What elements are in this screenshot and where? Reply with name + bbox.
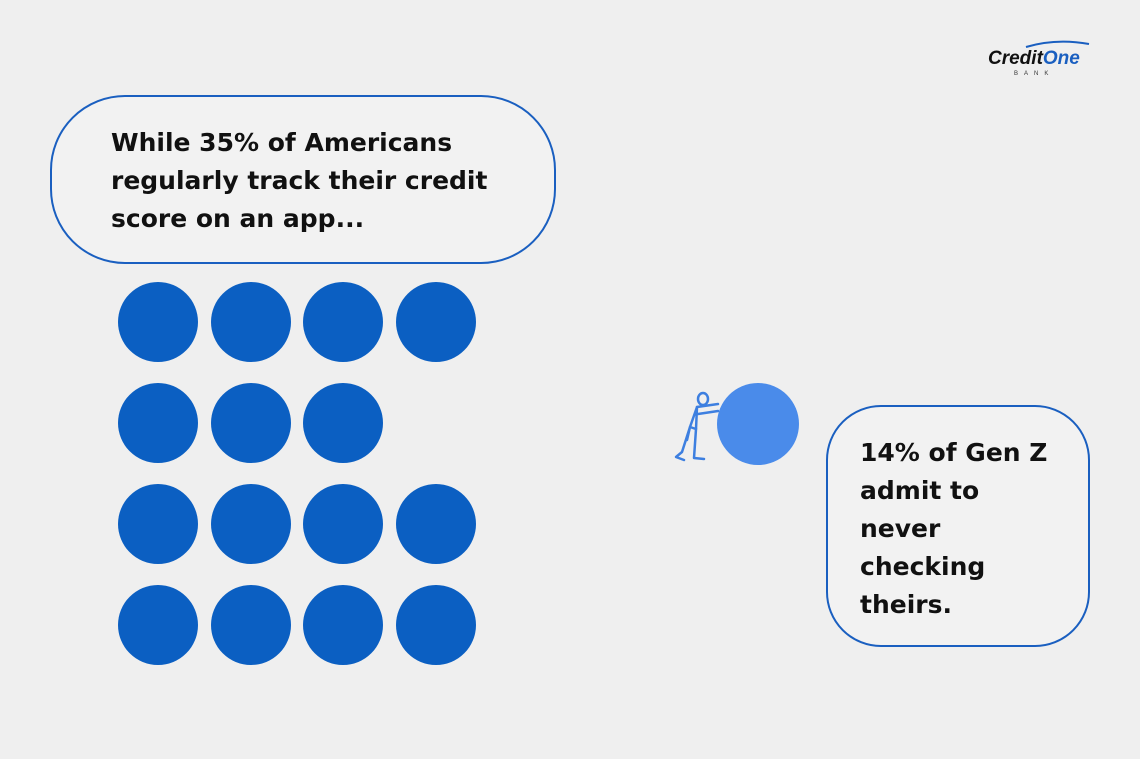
- stat-bubble-americans: While 35% of Americans regularly track t…: [50, 95, 556, 264]
- stat-text-line: checking: [860, 552, 986, 581]
- creditone-bank-logo: CreditOne BANK: [988, 40, 1090, 77]
- person-dot: [118, 383, 198, 463]
- person-pushing-ball-icon: [674, 383, 799, 465]
- svg-text:CreditOne: CreditOne: [988, 48, 1080, 69]
- person-dot: [303, 383, 384, 463]
- person-dot: [303, 282, 384, 362]
- person-dot: [303, 585, 384, 665]
- person-dot: [210, 282, 291, 362]
- stat-bubble-gen-z: 14% of Gen Z admit to never checking the…: [826, 405, 1090, 647]
- person-dot: [118, 282, 198, 362]
- stat-text-line: 14% of Gen Z: [860, 438, 1048, 467]
- person-dot: [396, 282, 477, 362]
- person-dot: [396, 585, 477, 665]
- stat-text-line: score on an app...: [111, 204, 365, 233]
- person-dot: [303, 484, 384, 564]
- person-dot: [210, 585, 291, 665]
- svg-text:BANK: BANK: [1014, 71, 1054, 77]
- person-dot: [210, 383, 291, 463]
- stat-text-line: never: [860, 514, 941, 543]
- person-dot: [210, 484, 291, 564]
- stat-text-line: regularly track their credit: [111, 166, 488, 195]
- stat-text-line: theirs.: [860, 590, 952, 619]
- person-dot: [118, 484, 198, 564]
- person-dot: [118, 585, 198, 665]
- stat-text-line: While 35% of Americans: [111, 128, 453, 157]
- person-dot: [396, 484, 477, 564]
- stat-text-line: admit to: [860, 476, 980, 505]
